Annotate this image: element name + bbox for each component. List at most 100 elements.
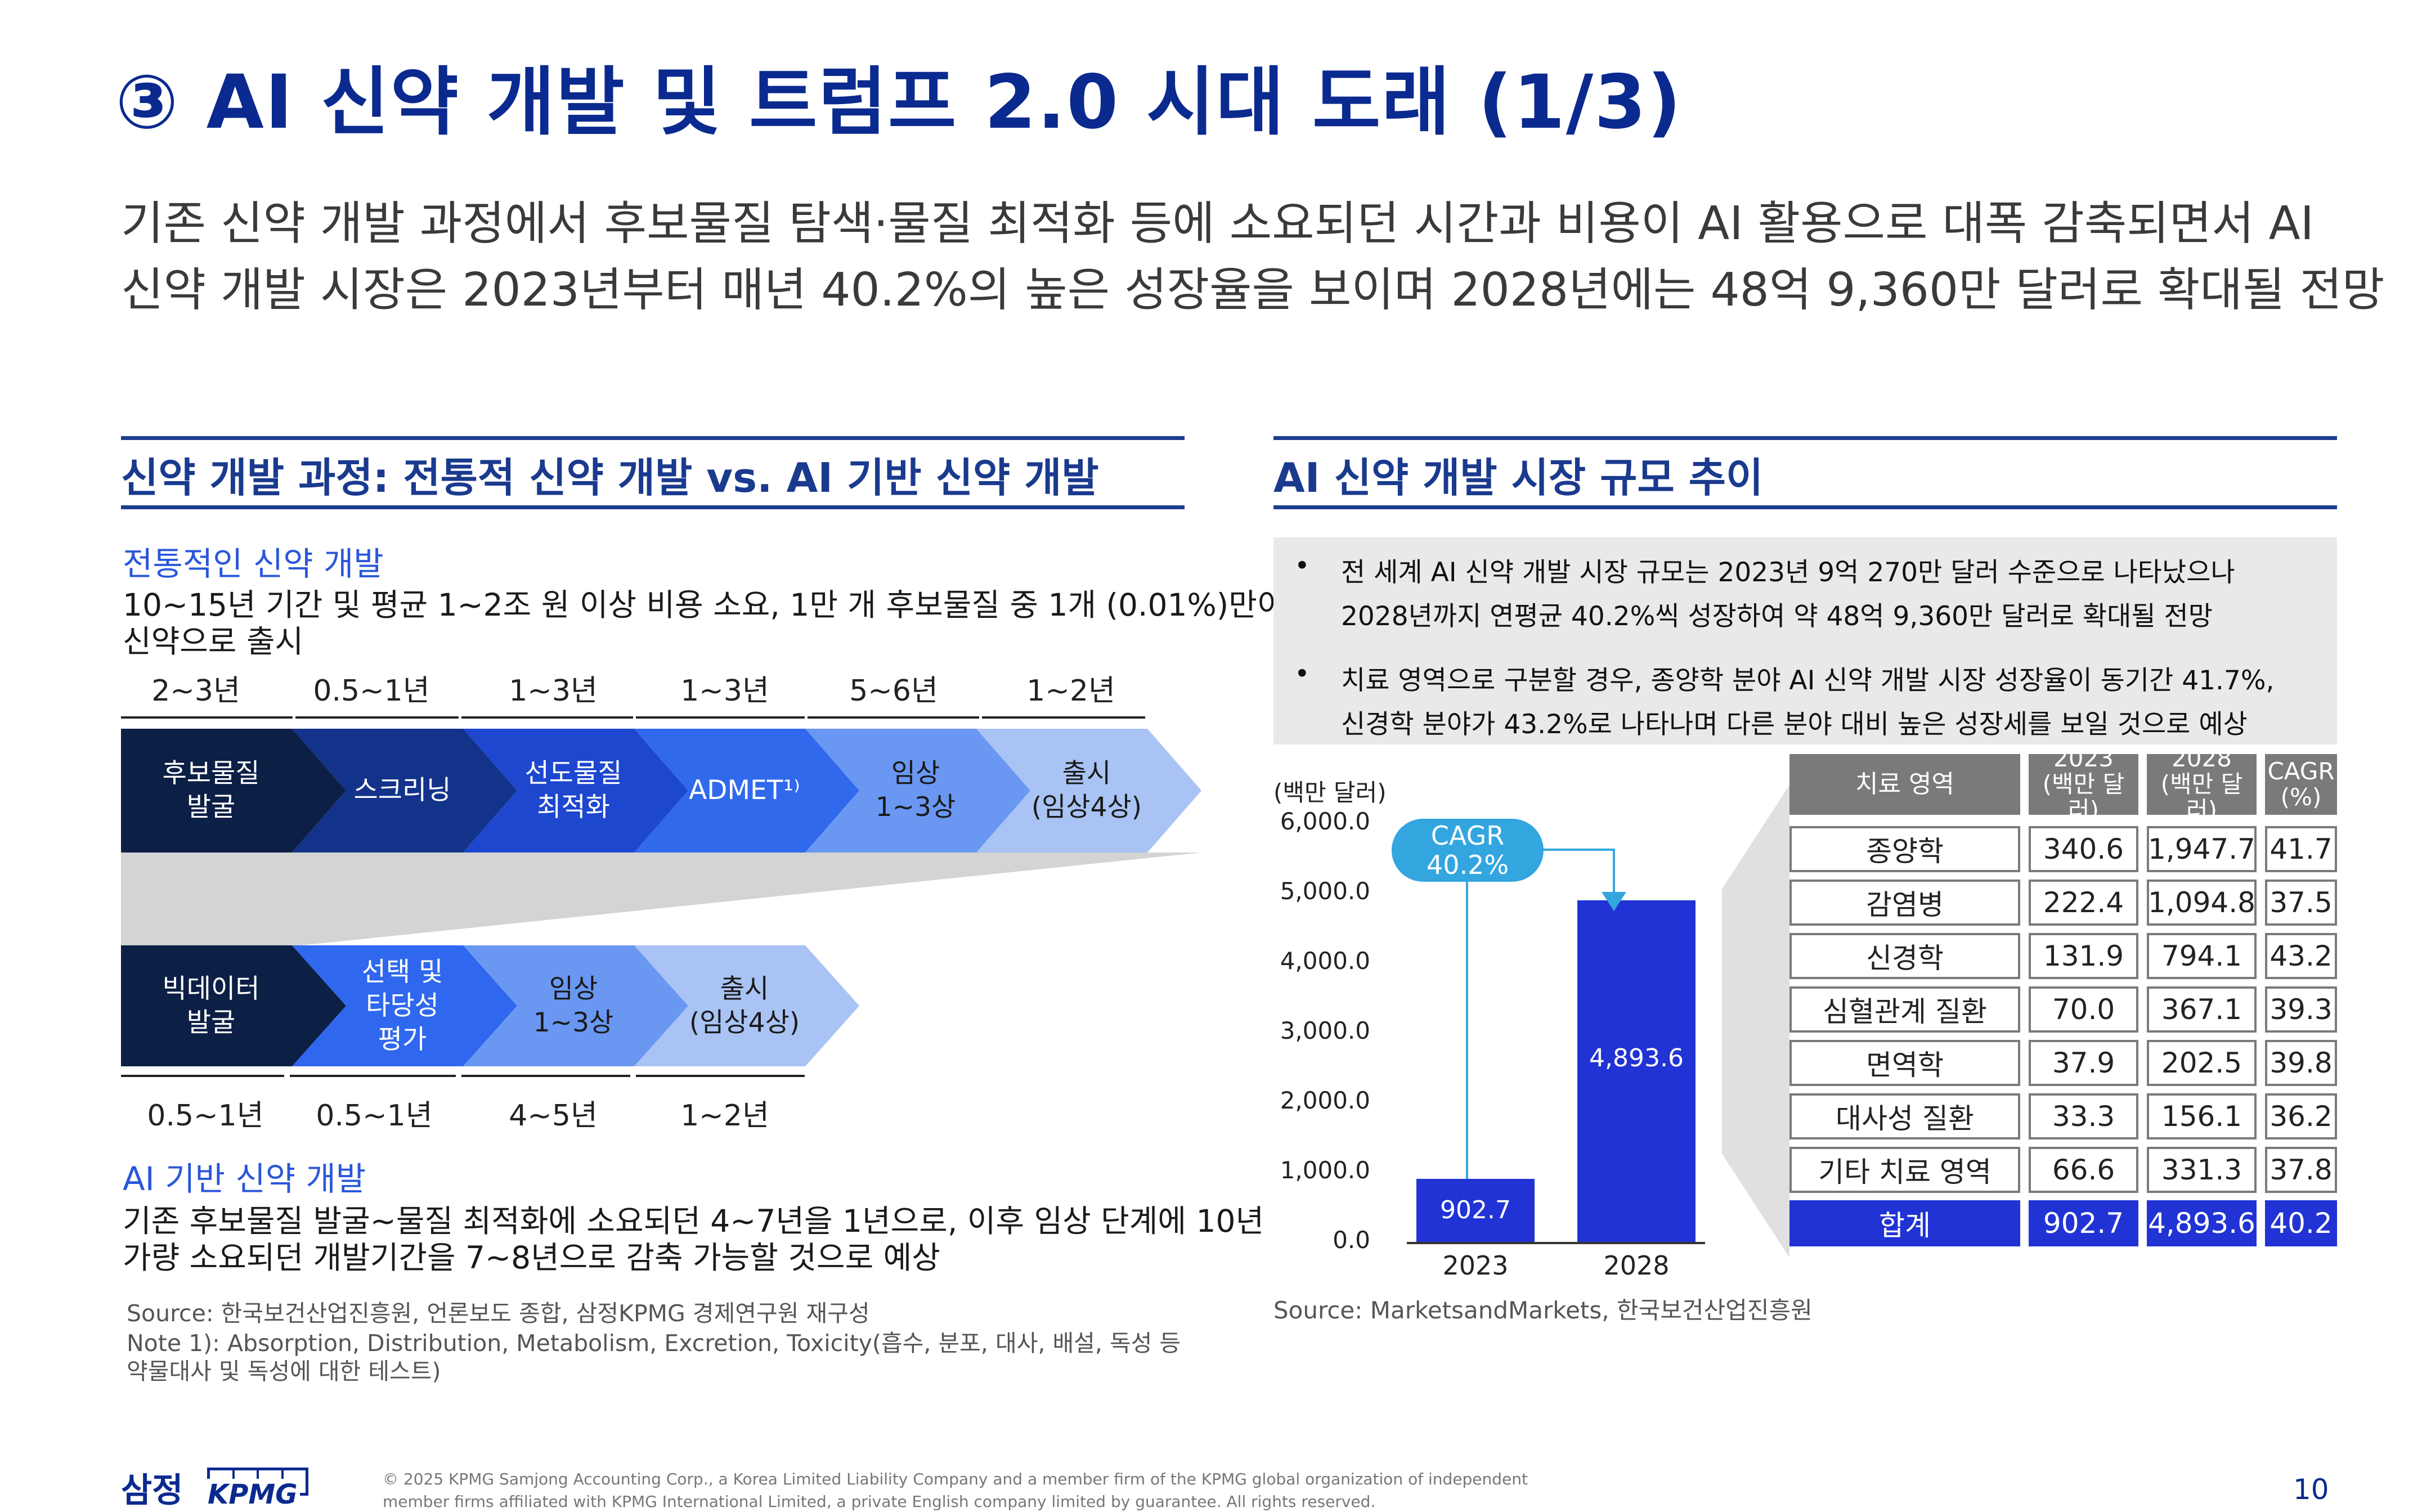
table-cell: 340.6 <box>2029 826 2138 872</box>
y-tick-label: 1,000.0 <box>1280 1156 1370 1184</box>
table-header-cell: 2028 (백만 달러) <box>2147 746 2257 823</box>
timeline-segment <box>461 1075 630 1077</box>
y-tick-label: 0.0 <box>1333 1226 1370 1254</box>
table-cell: 1,094.8 <box>2147 880 2257 926</box>
traditional-step-label: ADMET¹⁾ <box>689 775 800 806</box>
left-section-top-rule <box>121 436 1185 440</box>
lead-text-line1: 기존 신약 개발 과정에서 후보물질 탐색·물질 최적화 등에 소요되던 시간과… <box>121 197 2314 250</box>
ai-heading: AI 기반 신약 개발 <box>123 1160 366 1198</box>
timeline-segment <box>290 1075 456 1077</box>
bullet-dot: • <box>1294 550 1310 581</box>
traditional-step-label: 임상 1~3상 <box>875 758 956 823</box>
traditional-duration: 5~6년 <box>849 674 938 708</box>
y-tick-label: 3,000.0 <box>1280 1017 1370 1044</box>
chart-bar <box>1416 1179 1535 1242</box>
right-section-top-rule <box>1273 436 2337 440</box>
traditional-duration: 2~3년 <box>151 674 240 708</box>
bar-value-label: 4,893.6 <box>1589 1044 1684 1073</box>
traditional-step-label: 선도물질 최적화 <box>524 758 622 823</box>
table-cell: 36.2 <box>2265 1093 2337 1139</box>
left-note-line2: 약물대사 및 독성에 대한 테스트) <box>127 1358 441 1385</box>
footer-copyright-line1: © 2025 KPMG Samjong Accounting Corp., a … <box>383 1470 1528 1488</box>
traditional-step-chevron <box>121 729 346 853</box>
timeline-segment <box>295 716 459 719</box>
cagr-arrow-icon <box>1602 892 1626 911</box>
cagr-line-top <box>1542 849 1615 851</box>
ai-step-label: 빅데이터 발굴 <box>162 973 260 1038</box>
table-header-cell: 치료 영역 <box>1789 754 2020 815</box>
bullet-text: 전 세계 AI 신약 개발 시장 규모는 2023년 9억 270만 달러 수준… <box>1341 557 2235 588</box>
right-source: Source: MarketsandMarkets, 한국보건산업진흥원 <box>1273 1296 1813 1324</box>
y-tick-label: 2,000.0 <box>1280 1087 1370 1114</box>
bullet-text: 치료 영역으로 구분할 경우, 종양학 분야 AI 신약 개발 시장 성장율이 … <box>1341 665 2275 696</box>
bar-value-label: 902.7 <box>1440 1196 1511 1225</box>
table-cell: 222.4 <box>2029 880 2138 926</box>
table-cell: 37.8 <box>2265 1147 2337 1193</box>
left-note-line1: Note 1): Absorption, Distribution, Metab… <box>127 1330 1181 1357</box>
traditional-step-label: 후보물질 발굴 <box>162 758 260 823</box>
left-section-title: 신약 개발 과정: 전통적 신약 개발 vs. AI 기반 신약 개발 <box>121 454 1099 501</box>
left-section-bottom-rule <box>121 505 1185 509</box>
summary-bullet-box <box>1273 537 2337 744</box>
footer-logo-brand: KPMG <box>205 1479 300 1510</box>
ai-duration: 0.5~1년 <box>147 1099 264 1133</box>
bullet-text: 신경학 분야가 43.2%로 나타나며 다른 분야 대비 높은 성장세를 보일 … <box>1341 709 2248 740</box>
timeline-segment <box>808 716 979 719</box>
timeline-segment <box>461 716 633 719</box>
cagr-line-left <box>1466 881 1468 1179</box>
right-section-bottom-rule <box>1273 505 2337 509</box>
timeline-segment <box>121 716 293 719</box>
page-number: 10 <box>2293 1473 2329 1506</box>
x-category-label: 2028 <box>1603 1250 1670 1281</box>
table-cell: 131.9 <box>2029 933 2138 979</box>
table-cell: 202.5 <box>2147 1040 2257 1086</box>
table-cell: 37.9 <box>2029 1040 2138 1086</box>
chart-x-axis <box>1407 1242 1705 1244</box>
lead-text-line2: 신약 개발 시장은 2023년부터 매년 40.2%의 높은 성장율을 보이며 … <box>121 263 2385 317</box>
bullet-dot: • <box>1294 658 1310 689</box>
table-total-cell: 902.7 <box>2029 1200 2138 1246</box>
table-cell: 41.7 <box>2265 826 2337 872</box>
table-cell: 신경학 <box>1789 933 2020 979</box>
traditional-duration: 0.5~1년 <box>313 674 430 708</box>
timeline-segment <box>636 1075 805 1077</box>
ai-step-label: 출시 (임상4상) <box>689 973 800 1038</box>
table-cell: 면역학 <box>1789 1040 2020 1086</box>
process-compression-band <box>301 853 1201 945</box>
table-total-cell: 4,893.6 <box>2147 1200 2257 1246</box>
page-title: ③ AI 신약 개발 및 트럼프 2.0 시대 도래 (1/3) <box>115 59 1683 146</box>
traditional-step-label: 출시 (임상4상) <box>1031 758 1142 823</box>
table-cell: 39.8 <box>2265 1040 2337 1086</box>
chart-y-unit: (백만 달러) <box>1273 779 1387 806</box>
right-section-title: AI 신약 개발 시장 규모 추이 <box>1273 454 1764 501</box>
ai-desc-line1: 기존 후보물질 발굴~물질 최적화에 소요되던 4~7년을 1년으로, 이후 임… <box>123 1203 1264 1239</box>
table-header-cell: 2023 (백만 달러) <box>2029 746 2138 823</box>
table-cell: 심혈관계 질환 <box>1789 986 2020 1033</box>
timeline-segment <box>982 716 1145 719</box>
traditional-step-label: 스크리닝 <box>353 775 451 806</box>
ai-desc-line2: 가량 소요되던 개발기간을 7~8년으로 감축 가능할 것으로 예상 <box>123 1240 940 1276</box>
ai-duration: 0.5~1년 <box>316 1099 433 1133</box>
table-cell: 43.2 <box>2265 933 2337 979</box>
ai-duration: 4~5년 <box>509 1099 598 1133</box>
table-cell: 156.1 <box>2147 1093 2257 1139</box>
footer-logo-text: 삼정 <box>121 1471 183 1510</box>
table-cell: 37.5 <box>2265 880 2337 926</box>
traditional-desc-line2: 신약으로 출시 <box>123 623 304 659</box>
table-cell: 기타 치료 영역 <box>1789 1147 2020 1193</box>
table-cell: 331.3 <box>2147 1147 2257 1193</box>
table-cell: 대사성 질환 <box>1789 1093 2020 1139</box>
table-cell: 70.0 <box>2029 986 2138 1033</box>
cagr-line-right <box>1613 849 1615 894</box>
table-total-cell: 40.2 <box>2265 1200 2337 1246</box>
table-cell: 794.1 <box>2147 933 2257 979</box>
table-cell: 33.3 <box>2029 1093 2138 1139</box>
table-total-cell: 합계 <box>1789 1200 2020 1246</box>
x-category-label: 2023 <box>1442 1250 1509 1281</box>
traditional-desc-line1: 10~15년 기간 및 평균 1~2조 원 이상 비용 소요, 1만 개 후보물… <box>123 587 1286 623</box>
table-cell: 종양학 <box>1789 826 2020 872</box>
traditional-duration: 1~2년 <box>1026 674 1115 708</box>
timeline-segment <box>121 1075 284 1077</box>
chart-bar <box>1577 900 1696 1242</box>
ai-step-label: 선택 및 타당성 평가 <box>361 956 443 1055</box>
